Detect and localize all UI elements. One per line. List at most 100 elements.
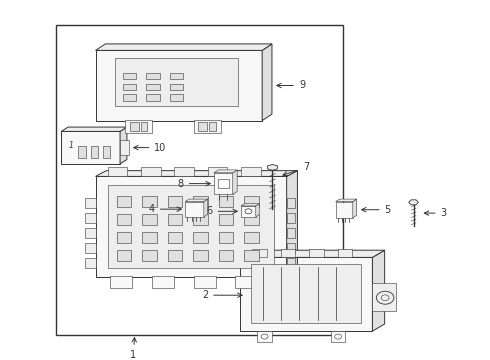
Bar (117, 232, 131, 243)
Bar (170, 73, 183, 79)
Bar (91, 146, 98, 158)
Polygon shape (372, 250, 385, 331)
Bar (122, 84, 136, 90)
Bar (193, 250, 208, 261)
Bar (117, 214, 131, 225)
Polygon shape (96, 171, 297, 176)
Bar (235, 276, 257, 288)
Bar (170, 84, 183, 90)
Text: 8: 8 (177, 179, 210, 189)
Bar (174, 167, 194, 176)
Bar (142, 232, 157, 243)
Bar (168, 196, 182, 207)
Polygon shape (204, 199, 208, 217)
Text: 4: 4 (149, 204, 181, 214)
Text: 6: 6 (207, 206, 237, 216)
Bar (338, 249, 352, 257)
Bar (168, 214, 182, 225)
Polygon shape (262, 44, 272, 121)
Bar (142, 250, 157, 261)
Bar (142, 214, 157, 225)
Bar (240, 257, 372, 331)
Bar (117, 196, 131, 207)
Polygon shape (268, 165, 277, 170)
Bar (219, 232, 233, 243)
Polygon shape (185, 199, 208, 202)
Bar (219, 214, 233, 225)
Bar (78, 146, 86, 158)
Bar (117, 250, 131, 261)
Bar (56, 25, 343, 335)
Bar (218, 179, 229, 188)
Polygon shape (120, 127, 127, 164)
Bar (241, 167, 261, 176)
Bar (257, 331, 272, 342)
Text: 9: 9 (277, 81, 305, 90)
Polygon shape (256, 204, 259, 217)
Bar (208, 167, 227, 176)
Text: 3: 3 (424, 208, 447, 218)
Polygon shape (353, 199, 357, 218)
Bar (103, 146, 110, 158)
Bar (198, 122, 207, 131)
Bar (219, 196, 233, 207)
Polygon shape (287, 171, 297, 277)
Bar (336, 202, 353, 218)
Bar (108, 185, 274, 268)
Bar (168, 232, 182, 243)
Bar (372, 283, 396, 311)
Bar (281, 249, 295, 257)
Bar (96, 176, 287, 277)
Bar (194, 120, 220, 133)
Bar (152, 276, 174, 288)
Text: 1: 1 (130, 338, 136, 360)
Bar (194, 276, 216, 288)
Bar (168, 250, 182, 261)
Bar (96, 50, 262, 121)
Bar (146, 94, 160, 101)
Bar (209, 122, 216, 131)
Bar (142, 196, 157, 207)
Text: 10: 10 (134, 143, 167, 153)
Polygon shape (96, 44, 272, 50)
Polygon shape (61, 127, 127, 131)
Bar (193, 214, 208, 225)
Bar (108, 167, 127, 176)
Bar (85, 258, 96, 268)
Bar (61, 131, 120, 164)
Text: 7: 7 (283, 162, 309, 176)
Bar (130, 122, 139, 131)
Bar (193, 196, 208, 207)
Polygon shape (240, 250, 385, 257)
Bar (170, 94, 183, 101)
Bar (241, 206, 256, 217)
Bar (309, 249, 324, 257)
Polygon shape (233, 170, 237, 194)
Text: 2: 2 (202, 290, 242, 300)
Polygon shape (214, 170, 237, 173)
Bar (185, 202, 204, 217)
Bar (287, 198, 295, 208)
Polygon shape (409, 200, 418, 205)
Bar (244, 250, 259, 261)
Bar (146, 73, 160, 79)
Bar (125, 120, 152, 133)
Text: 5: 5 (362, 205, 391, 215)
Polygon shape (241, 204, 259, 206)
Polygon shape (336, 199, 357, 202)
Bar (85, 213, 96, 223)
Bar (331, 331, 345, 342)
Bar (122, 94, 136, 101)
Bar (244, 214, 259, 225)
Bar (85, 243, 96, 253)
Bar (287, 228, 295, 238)
Bar (115, 58, 238, 106)
Bar (287, 243, 295, 253)
Bar (193, 232, 208, 243)
Bar (251, 264, 361, 323)
Bar (120, 140, 129, 155)
Bar (85, 228, 96, 238)
Text: 1: 1 (69, 141, 74, 150)
Bar (244, 232, 259, 243)
Bar (146, 84, 160, 90)
